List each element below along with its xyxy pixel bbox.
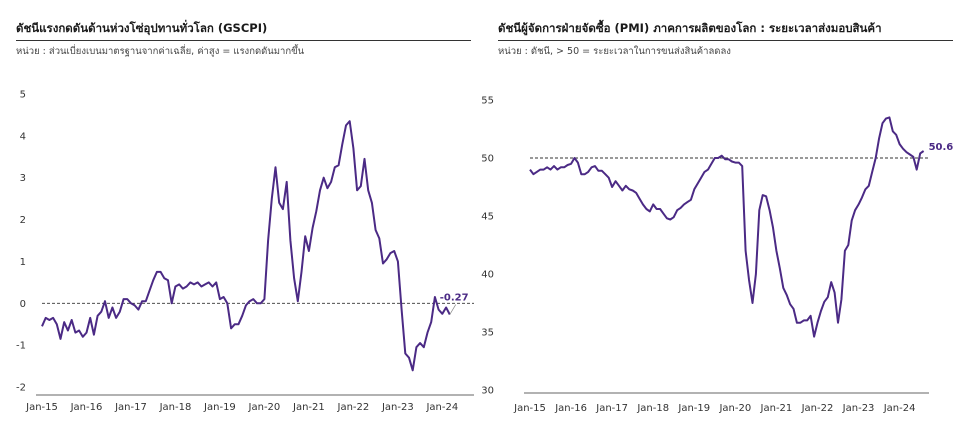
y-tick-label: 2 (20, 215, 26, 226)
y-tick-label: 40 (481, 270, 494, 281)
pmi-line-chart: 55 50 45 40 35 30 Jan-15 Jan-16 Jan-17 Jan-18 Jan-… (481, 96, 954, 415)
end-value-label: 50.6 (929, 142, 954, 153)
y-tick-label: 35 (481, 328, 494, 339)
y-tick-label: 4 (20, 131, 26, 142)
x-tick-label: Jan-18 (159, 402, 192, 413)
x-tick-label: Jan-19 (203, 402, 236, 413)
y-tick-label: -2 (16, 383, 26, 394)
gscpi-line-chart: 5 4 3 2 1 0 -1 -2 Jan-15 Jan-16 Jan-17 Jan-18 Jan-19… (16, 90, 474, 413)
y-tick-label: 30 (481, 386, 494, 397)
series-line (529, 116, 925, 338)
y-tick-label: 5 (20, 90, 26, 101)
x-tick-label: Jan-24 (883, 403, 916, 414)
gscpi-panel: ดัชนีแรงกดดันด้านห่วงโซ่อุปทานทั่วโลก (G… (16, 21, 474, 413)
x-tick-label: Jan-17 (114, 402, 147, 413)
x-tick-label: Jan-22 (337, 402, 370, 413)
x-tick-label: Jan-21 (292, 402, 325, 413)
y-tick-label: 45 (481, 212, 494, 223)
chart-subtitle: หน่วย : ส่วนเบี่ยงเบนมาตรฐานจากค่าเฉลี่ย… (16, 46, 305, 57)
x-tick-label: Jan-19 (677, 403, 710, 414)
x-tick-label: Jan-15 (25, 402, 58, 413)
end-value-label: -0.27 (440, 293, 469, 304)
y-tick-label: 55 (481, 96, 494, 107)
x-tick-label: Jan-15 (513, 403, 546, 414)
title-divider (16, 40, 471, 41)
x-tick-label: Jan-16 (70, 402, 103, 413)
y-tick-label: 0 (20, 299, 26, 310)
chart-title: ดัชนีแรงกดดันด้านห่วงโซ่อุปทานทั่วโลก (G… (16, 21, 268, 35)
x-tick-label: Jan-23 (842, 403, 875, 414)
pmi-panel: ดัชนีผู้จัดการฝ่ายจัดซื้อ (PMI) ภาคการผล… (480, 0, 960, 427)
y-tick-label: 1 (20, 257, 26, 268)
x-tick-label: Jan-16 (554, 403, 587, 414)
end-label-leader (449, 304, 457, 315)
x-tick-label: Jan-20 (718, 403, 751, 414)
x-tick-label: Jan-20 (248, 402, 281, 413)
x-tick-label: Jan-22 (801, 403, 834, 414)
x-tick-label: Jan-24 (425, 402, 458, 413)
chart-subtitle: หน่วย : ดัชนี, > 50 = ระยะเวลาในการขนส่ง… (498, 46, 731, 57)
y-tick-label: 3 (20, 173, 26, 184)
x-tick-label: Jan-17 (595, 403, 628, 414)
x-tick-label: Jan-21 (760, 403, 793, 414)
series-line (41, 120, 451, 372)
x-tick-label: Jan-23 (381, 402, 414, 413)
y-tick-label: -1 (16, 341, 26, 352)
title-divider (498, 40, 953, 41)
chart-title: ดัชนีผู้จัดการฝ่ายจัดซื้อ (PMI) ภาคการผล… (498, 21, 882, 35)
y-tick-label: 50 (481, 154, 494, 165)
x-tick-label: Jan-18 (636, 403, 669, 414)
